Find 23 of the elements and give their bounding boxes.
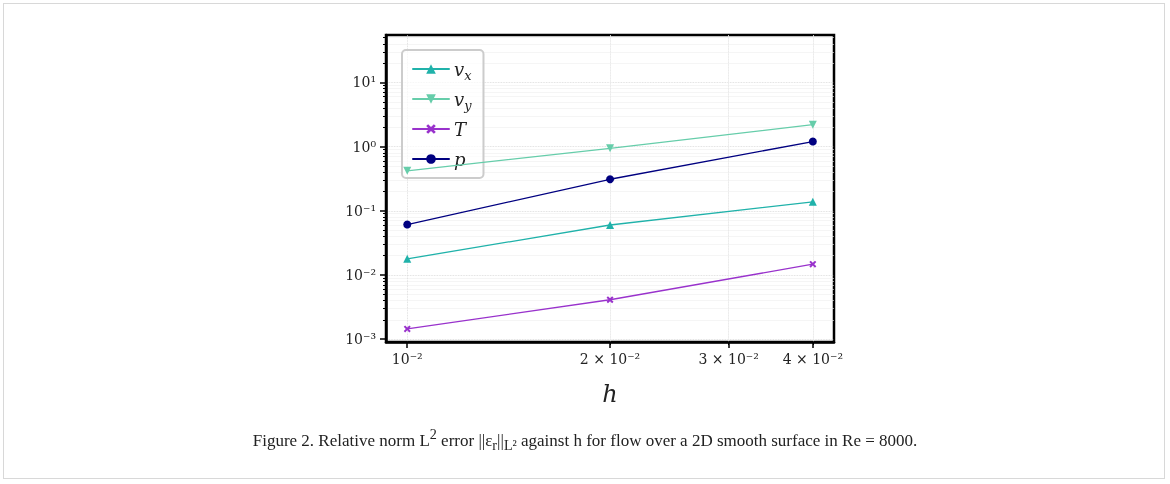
point xyxy=(403,220,412,229)
point xyxy=(403,254,412,263)
y-tick-label: 10⁰ xyxy=(352,138,377,155)
point xyxy=(606,175,615,184)
point xyxy=(606,221,615,230)
y-tick-label: 10⁻² xyxy=(345,266,376,283)
point xyxy=(808,197,817,206)
point xyxy=(808,137,817,146)
x-tick-label: 2 × 10⁻² xyxy=(579,351,641,367)
x-axis-title: h xyxy=(602,380,618,408)
y-tick-label: 10¹ xyxy=(352,74,376,91)
y-tick-label: 10⁻³ xyxy=(345,331,376,348)
point xyxy=(403,325,411,333)
point xyxy=(809,260,817,268)
legend-label: T xyxy=(454,118,468,140)
x-tick-label: 3 × 10⁻² xyxy=(698,351,759,367)
caption: Figure 2. Relative norm L$^{2}$ error ||ε$_{r}$||$_{L²}$ against h for flow over a 2D smooth surface in Re = 8000. xyxy=(251,426,919,455)
x-tick-label: 4 × 10⁻² xyxy=(782,351,844,367)
legend-label: p xyxy=(454,148,466,170)
point xyxy=(606,296,614,304)
point xyxy=(606,144,615,153)
x-tick-label: 10⁻² xyxy=(391,351,423,367)
y-tick-label: 10⁻¹ xyxy=(345,202,376,219)
